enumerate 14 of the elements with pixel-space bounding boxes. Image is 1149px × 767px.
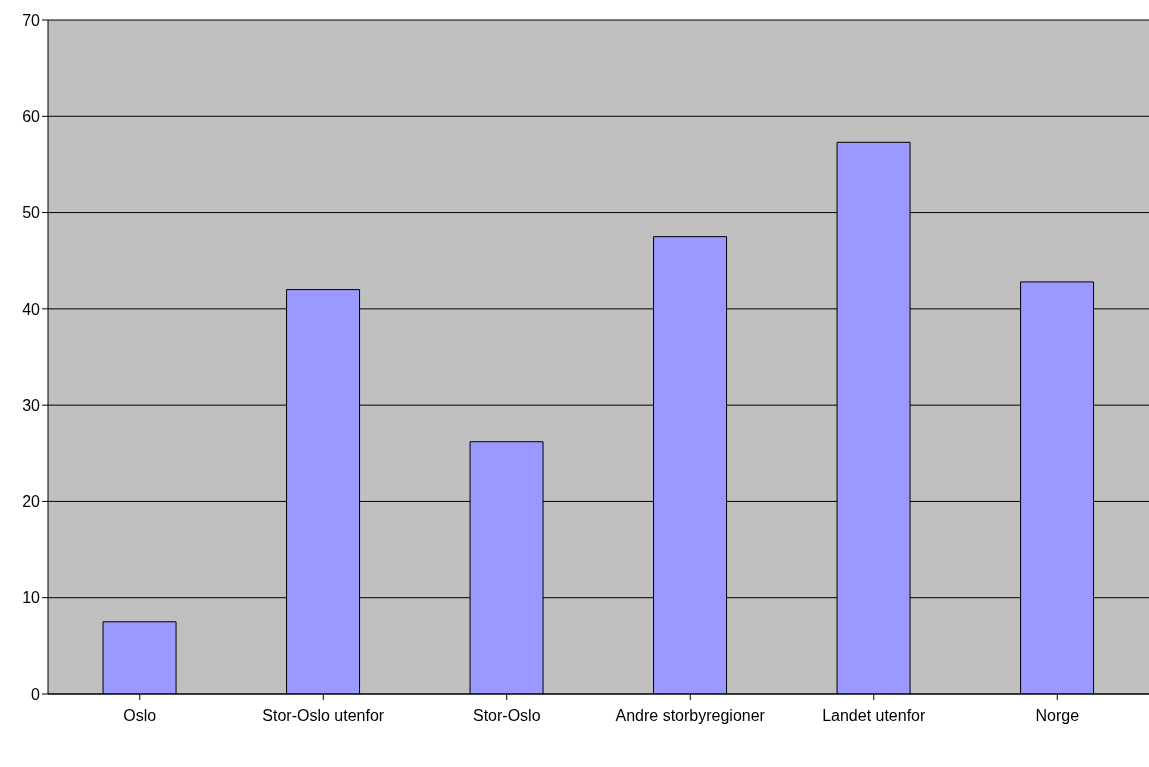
y-tick-label: 50 xyxy=(22,204,41,222)
x-tick-label: Norge xyxy=(1035,707,1080,725)
y-tick-label: 30 xyxy=(22,396,41,414)
y-tick-label: 0 xyxy=(31,685,41,703)
y-tick-label: 70 xyxy=(22,11,41,29)
y-tick-label: 60 xyxy=(22,107,41,125)
x-tick-label: Landet utenfor xyxy=(822,707,927,725)
x-tick-label: Oslo xyxy=(123,707,157,725)
y-tick-label: 10 xyxy=(22,589,41,607)
x-tick-label: Stor-Oslo xyxy=(472,707,541,725)
y-tick-label: 20 xyxy=(22,493,41,511)
x-tick-label: Andre storbyregioner xyxy=(615,707,766,725)
y-tick-label: 40 xyxy=(22,300,41,318)
x-tick-label: Stor-Oslo utenfor xyxy=(262,707,385,725)
